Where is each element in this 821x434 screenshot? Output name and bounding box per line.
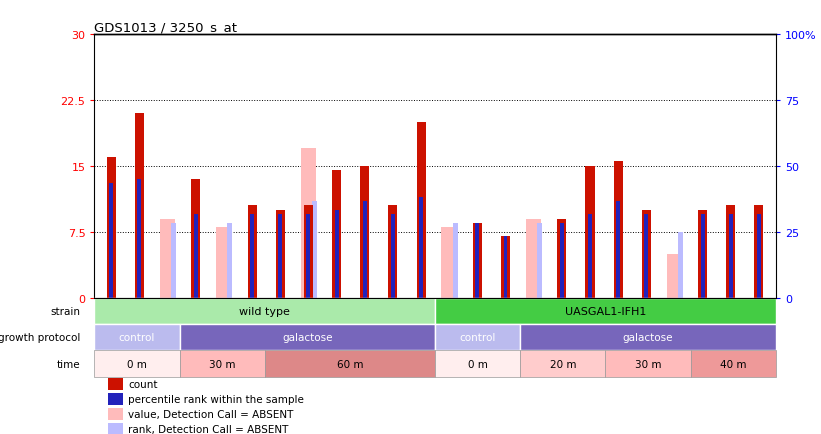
Bar [473, 224, 482, 298]
Bar [306, 215, 310, 298]
Bar [521, 351, 606, 377]
Bar [442, 228, 457, 298]
Bar [435, 298, 776, 324]
Bar [108, 408, 123, 420]
Text: value, Detection Call = ABSENT: value, Detection Call = ABSENT [129, 409, 294, 419]
Bar [360, 166, 369, 298]
Text: control: control [460, 332, 496, 342]
Bar [642, 210, 651, 298]
Text: percentile rank within the sample: percentile rank within the sample [129, 394, 305, 404]
Text: 30 m: 30 m [209, 359, 236, 369]
Bar [700, 215, 704, 298]
Bar [526, 219, 541, 298]
Text: 60 m: 60 m [337, 359, 363, 369]
Text: wild type: wild type [240, 306, 290, 316]
Bar [94, 351, 180, 377]
Bar [435, 351, 521, 377]
Bar [300, 149, 316, 298]
Bar [94, 298, 435, 324]
Bar [312, 201, 317, 298]
Bar [391, 215, 395, 298]
Bar [194, 215, 198, 298]
Bar [137, 180, 141, 298]
Bar [588, 215, 592, 298]
Bar [475, 224, 479, 298]
Bar [109, 184, 113, 298]
Bar [678, 232, 683, 298]
Bar [613, 162, 622, 298]
Text: 0 m: 0 m [468, 359, 488, 369]
Bar [216, 228, 232, 298]
Bar [690, 351, 776, 377]
Bar [191, 180, 200, 298]
Bar [278, 215, 282, 298]
Bar [435, 324, 521, 351]
Bar [560, 224, 564, 298]
Text: 20 m: 20 m [549, 359, 576, 369]
Text: 40 m: 40 m [720, 359, 746, 369]
Bar [757, 215, 761, 298]
Bar [388, 206, 397, 298]
Bar [250, 215, 254, 298]
Bar [180, 324, 435, 351]
Bar [135, 114, 144, 298]
Text: strain: strain [50, 306, 80, 316]
Bar [501, 237, 510, 298]
Bar [264, 351, 435, 377]
Bar [667, 254, 682, 298]
Text: count: count [129, 379, 158, 389]
Bar [698, 210, 707, 298]
Bar [180, 351, 264, 377]
Bar [503, 237, 507, 298]
Text: UASGAL1-IFH1: UASGAL1-IFH1 [565, 306, 646, 316]
Bar [107, 158, 116, 298]
Bar [585, 166, 594, 298]
Bar [537, 224, 542, 298]
Text: growth protocol: growth protocol [0, 332, 80, 342]
Bar [419, 197, 423, 298]
Bar [452, 224, 457, 298]
Bar [363, 201, 367, 298]
Bar [521, 324, 776, 351]
Text: time: time [57, 359, 80, 369]
Bar [729, 215, 733, 298]
Bar [160, 219, 176, 298]
Bar [416, 122, 425, 298]
Bar [754, 206, 764, 298]
Text: control: control [119, 332, 155, 342]
Text: GDS1013 / 3250_s_at: GDS1013 / 3250_s_at [94, 20, 237, 33]
Bar [276, 210, 285, 298]
Text: galactose: galactose [623, 332, 673, 342]
Bar [335, 210, 338, 298]
Bar [94, 324, 180, 351]
Text: 0 m: 0 m [127, 359, 147, 369]
Bar [171, 224, 176, 298]
Bar [304, 206, 313, 298]
Text: galactose: galactose [282, 332, 333, 342]
Bar [108, 393, 123, 405]
Bar [644, 215, 649, 298]
Bar [727, 206, 736, 298]
Bar [108, 423, 123, 434]
Text: rank, Detection Call = ABSENT: rank, Detection Call = ABSENT [129, 424, 289, 434]
Text: 30 m: 30 m [635, 359, 662, 369]
Bar [617, 201, 620, 298]
Bar [108, 378, 123, 390]
Bar [227, 224, 232, 298]
Bar [557, 219, 566, 298]
Bar [332, 171, 341, 298]
Bar [606, 351, 690, 377]
Bar [248, 206, 257, 298]
